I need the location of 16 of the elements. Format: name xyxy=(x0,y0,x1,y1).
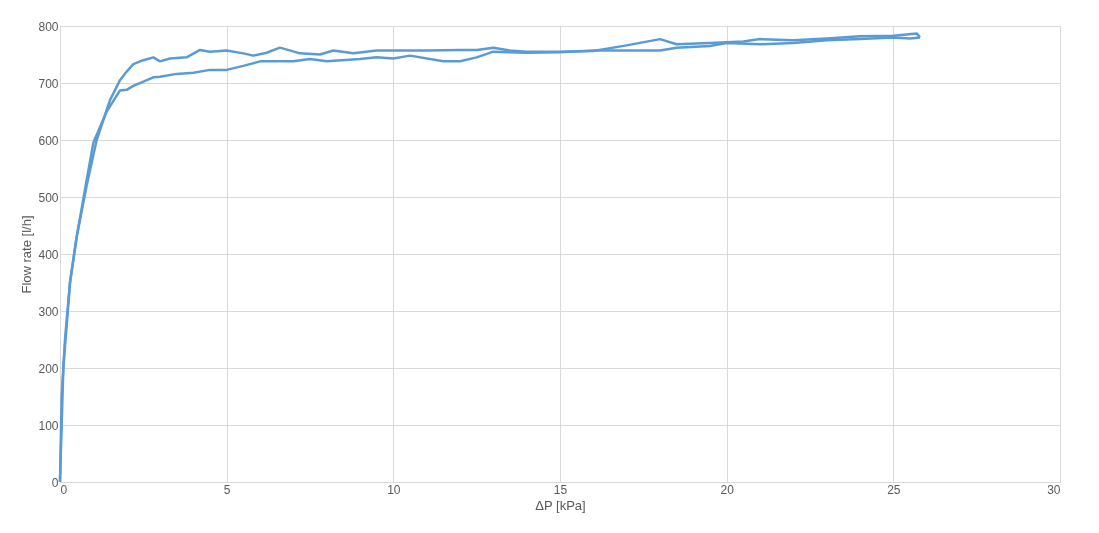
x-tick-label: 20 xyxy=(720,482,735,497)
y-tick-label: 700 xyxy=(38,76,59,91)
x-tick-label: 15 xyxy=(553,482,568,497)
y-tick-label: 400 xyxy=(38,247,59,262)
y-tick-label: 800 xyxy=(38,19,59,34)
x-axis-title: ΔP [kPa] xyxy=(535,497,586,513)
y-tick-label: 100 xyxy=(38,418,59,433)
x-tick-label: 5 xyxy=(223,482,231,497)
y-tick-label: 600 xyxy=(38,133,59,148)
y-tick-label: 300 xyxy=(38,304,59,319)
y-tick-label: 200 xyxy=(38,361,59,376)
x-tick-label: 30 xyxy=(1047,482,1061,497)
x-tick-label: 25 xyxy=(887,482,901,497)
y-tick-label: 500 xyxy=(38,190,59,205)
y-axis-title: Flow rate [l/h] xyxy=(19,215,35,294)
x-tick-label: 10 xyxy=(387,482,401,497)
